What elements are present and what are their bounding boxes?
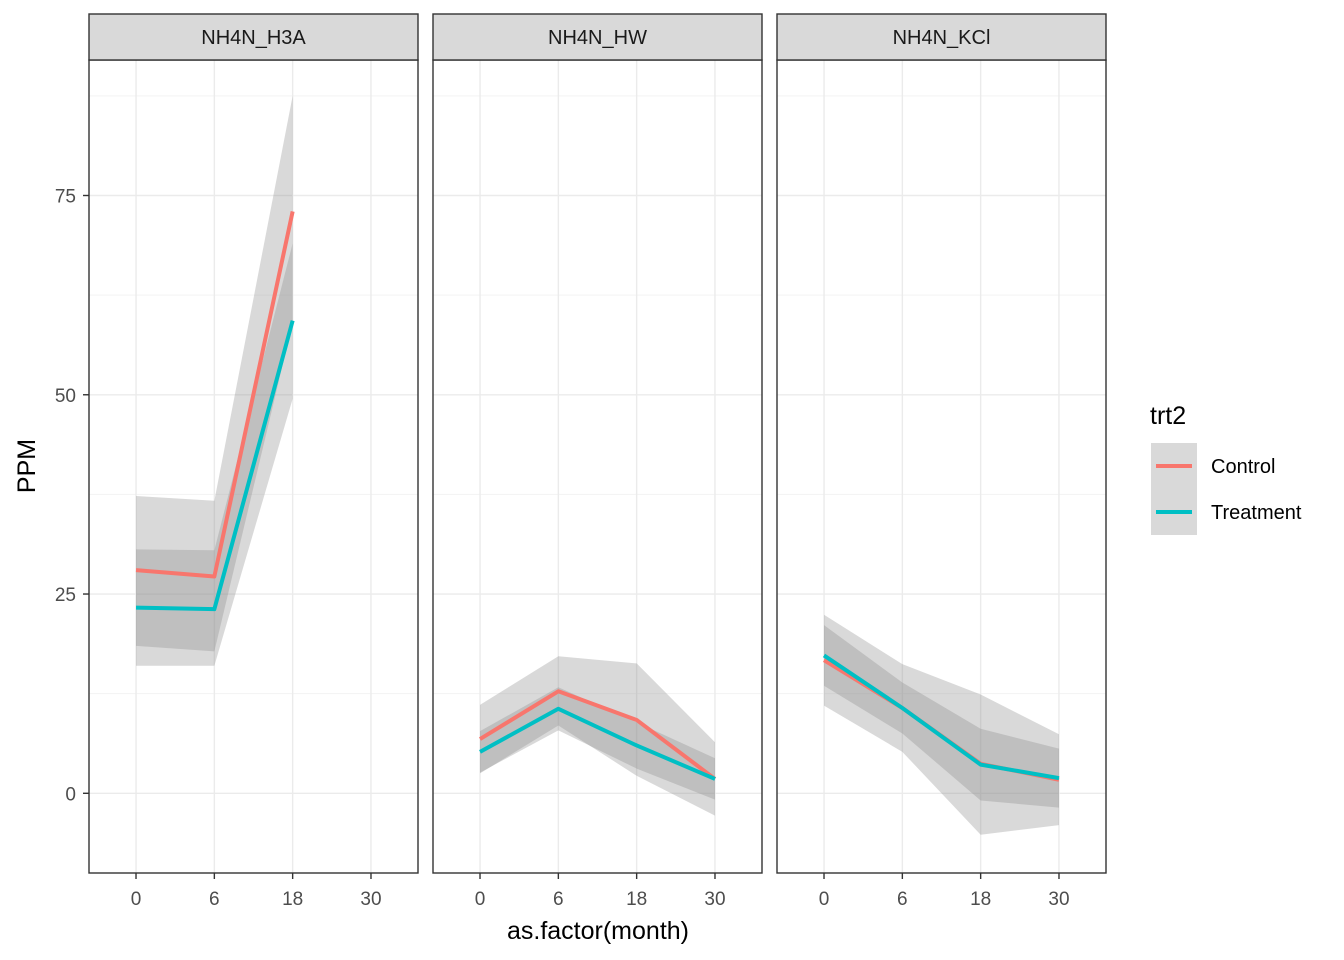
- facet-strip-label: NH4N_HW: [548, 27, 647, 49]
- y-axis-title: PPM: [13, 439, 41, 493]
- x-tick-label: 6: [897, 889, 908, 910]
- x-axis-title: as.factor(month): [507, 917, 689, 945]
- confidence-ribbon-treatment: [480, 687, 715, 800]
- confidence-ribbon-treatment: [824, 625, 1059, 808]
- x-tick-label: 18: [282, 889, 303, 910]
- confidence-ribbon-control: [136, 95, 293, 652]
- confidence-ribbon-control: [480, 656, 715, 816]
- series-line-treatment: [135, 320, 295, 612]
- series-line-treatment: [479, 706, 716, 781]
- legend-keys: Control Treatment: [1151, 443, 1302, 535]
- y-tick-label: 50: [55, 386, 76, 407]
- x-tick-label: 0: [131, 889, 142, 910]
- legend-title: trt2: [1150, 402, 1186, 430]
- x-tick-label: 0: [475, 889, 486, 910]
- legend: trt2 Control Treatment: [1150, 402, 1302, 535]
- facet-strip: [776, 13, 1107, 61]
- y-tick-label: 0: [65, 784, 76, 805]
- facet-panel: NH4N_KCl 0 6 18 30: [776, 13, 1107, 910]
- facet-strip: [432, 13, 763, 61]
- legend-label: Control: [1211, 456, 1275, 478]
- facet-strip-label: NH4N_KCl: [893, 27, 991, 49]
- y-tick-label: 75: [55, 187, 76, 208]
- legend-label: Treatment: [1211, 502, 1302, 524]
- x-tick-label: 0: [819, 889, 830, 910]
- series-line-control: [135, 211, 295, 579]
- x-tick-label: 30: [1048, 889, 1069, 910]
- x-tick-label: 30: [704, 889, 725, 910]
- facet-strip: [88, 13, 419, 61]
- facet-panel: NH4N_HW 0 6 18 30: [432, 13, 763, 910]
- facet-strip-label: NH4N_H3A: [201, 27, 306, 49]
- x-tick-label: 18: [626, 889, 647, 910]
- facet-panel: NH4N_H3A 0 6 18 30 0 25 50 75: [55, 13, 419, 910]
- series-line-control: [478, 689, 717, 781]
- confidence-ribbon-treatment: [136, 243, 293, 666]
- x-tick-label: 6: [209, 889, 220, 910]
- x-tick-label: 18: [970, 889, 991, 910]
- y-tick-label: 25: [55, 585, 76, 606]
- x-tick-label: 6: [553, 889, 564, 910]
- x-tick-label: 30: [360, 889, 381, 910]
- confidence-ribbon-control: [824, 614, 1059, 835]
- series-line-treatment: [822, 653, 1060, 781]
